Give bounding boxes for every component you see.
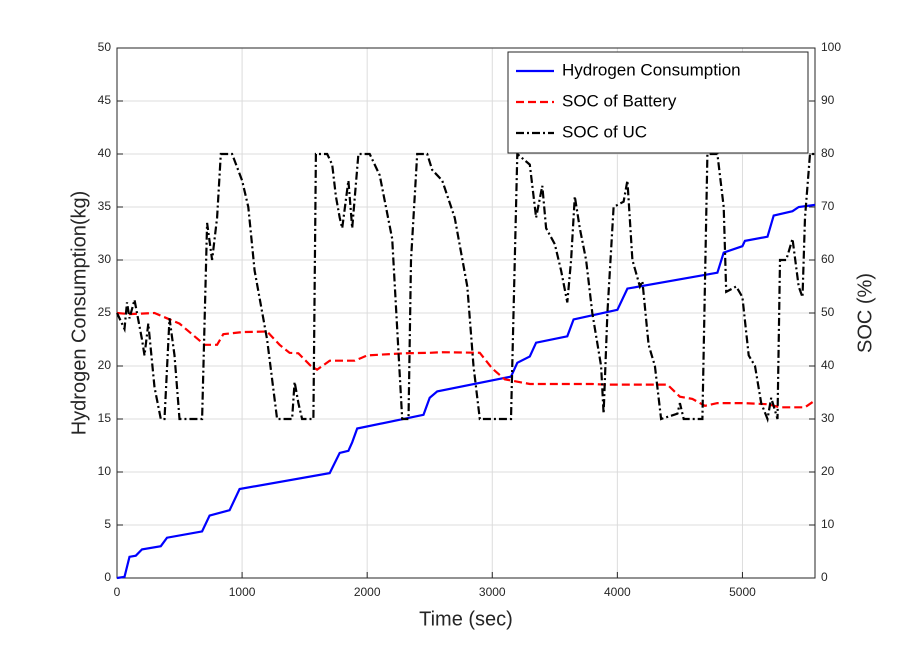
legend-label: SOC of UC — [562, 122, 647, 141]
y2-tick-label: 100 — [821, 40, 841, 54]
x-tick-label: 4000 — [604, 585, 631, 599]
x-tick-label: 5000 — [729, 585, 756, 599]
y-tick-label: 45 — [98, 93, 112, 107]
y-tick-label: 20 — [98, 358, 112, 372]
y2-axis-label: SOC (%) — [854, 273, 876, 353]
y2-tick-label: 10 — [821, 517, 835, 531]
y2-tick-label: 90 — [821, 93, 835, 107]
x-tick-label: 1000 — [229, 585, 256, 599]
y2-tick-label: 80 — [821, 146, 835, 160]
y-tick-label: 15 — [98, 411, 112, 425]
legend-label: Hydrogen Consumption — [562, 60, 741, 79]
data-line — [116, 311, 816, 409]
y-axis-label: Hydrogen Consumption(kg) — [68, 191, 90, 436]
y-tick-label: 40 — [98, 146, 112, 160]
y-tick-label: 25 — [98, 305, 112, 319]
x-tick-label: 2000 — [354, 585, 381, 599]
x-tick-label: 3000 — [479, 585, 506, 599]
y2-tick-label: 20 — [821, 464, 835, 478]
y2-tick-label: 30 — [821, 411, 835, 425]
data-line — [116, 203, 816, 580]
y-tick-label: 35 — [98, 199, 112, 213]
x-tick-label: 0 — [114, 585, 121, 599]
y2-tick-label: 50 — [821, 305, 835, 319]
y2-tick-label: 40 — [821, 358, 835, 372]
y-tick-label: 10 — [98, 464, 112, 478]
x-axis-label: Time (sec) — [419, 608, 513, 630]
y-tick-label: 50 — [98, 40, 112, 54]
legend-label: SOC of Battery — [562, 91, 677, 110]
y2-tick-label: 70 — [821, 199, 835, 213]
y2-tick-label: 0 — [821, 570, 828, 584]
data-line — [116, 151, 815, 424]
y-tick-label: 30 — [98, 252, 112, 266]
y-tick-label: 0 — [104, 570, 111, 584]
y2-tick-label: 60 — [821, 252, 835, 266]
legend — [507, 51, 809, 154]
y-tick-label: 5 — [104, 517, 111, 531]
